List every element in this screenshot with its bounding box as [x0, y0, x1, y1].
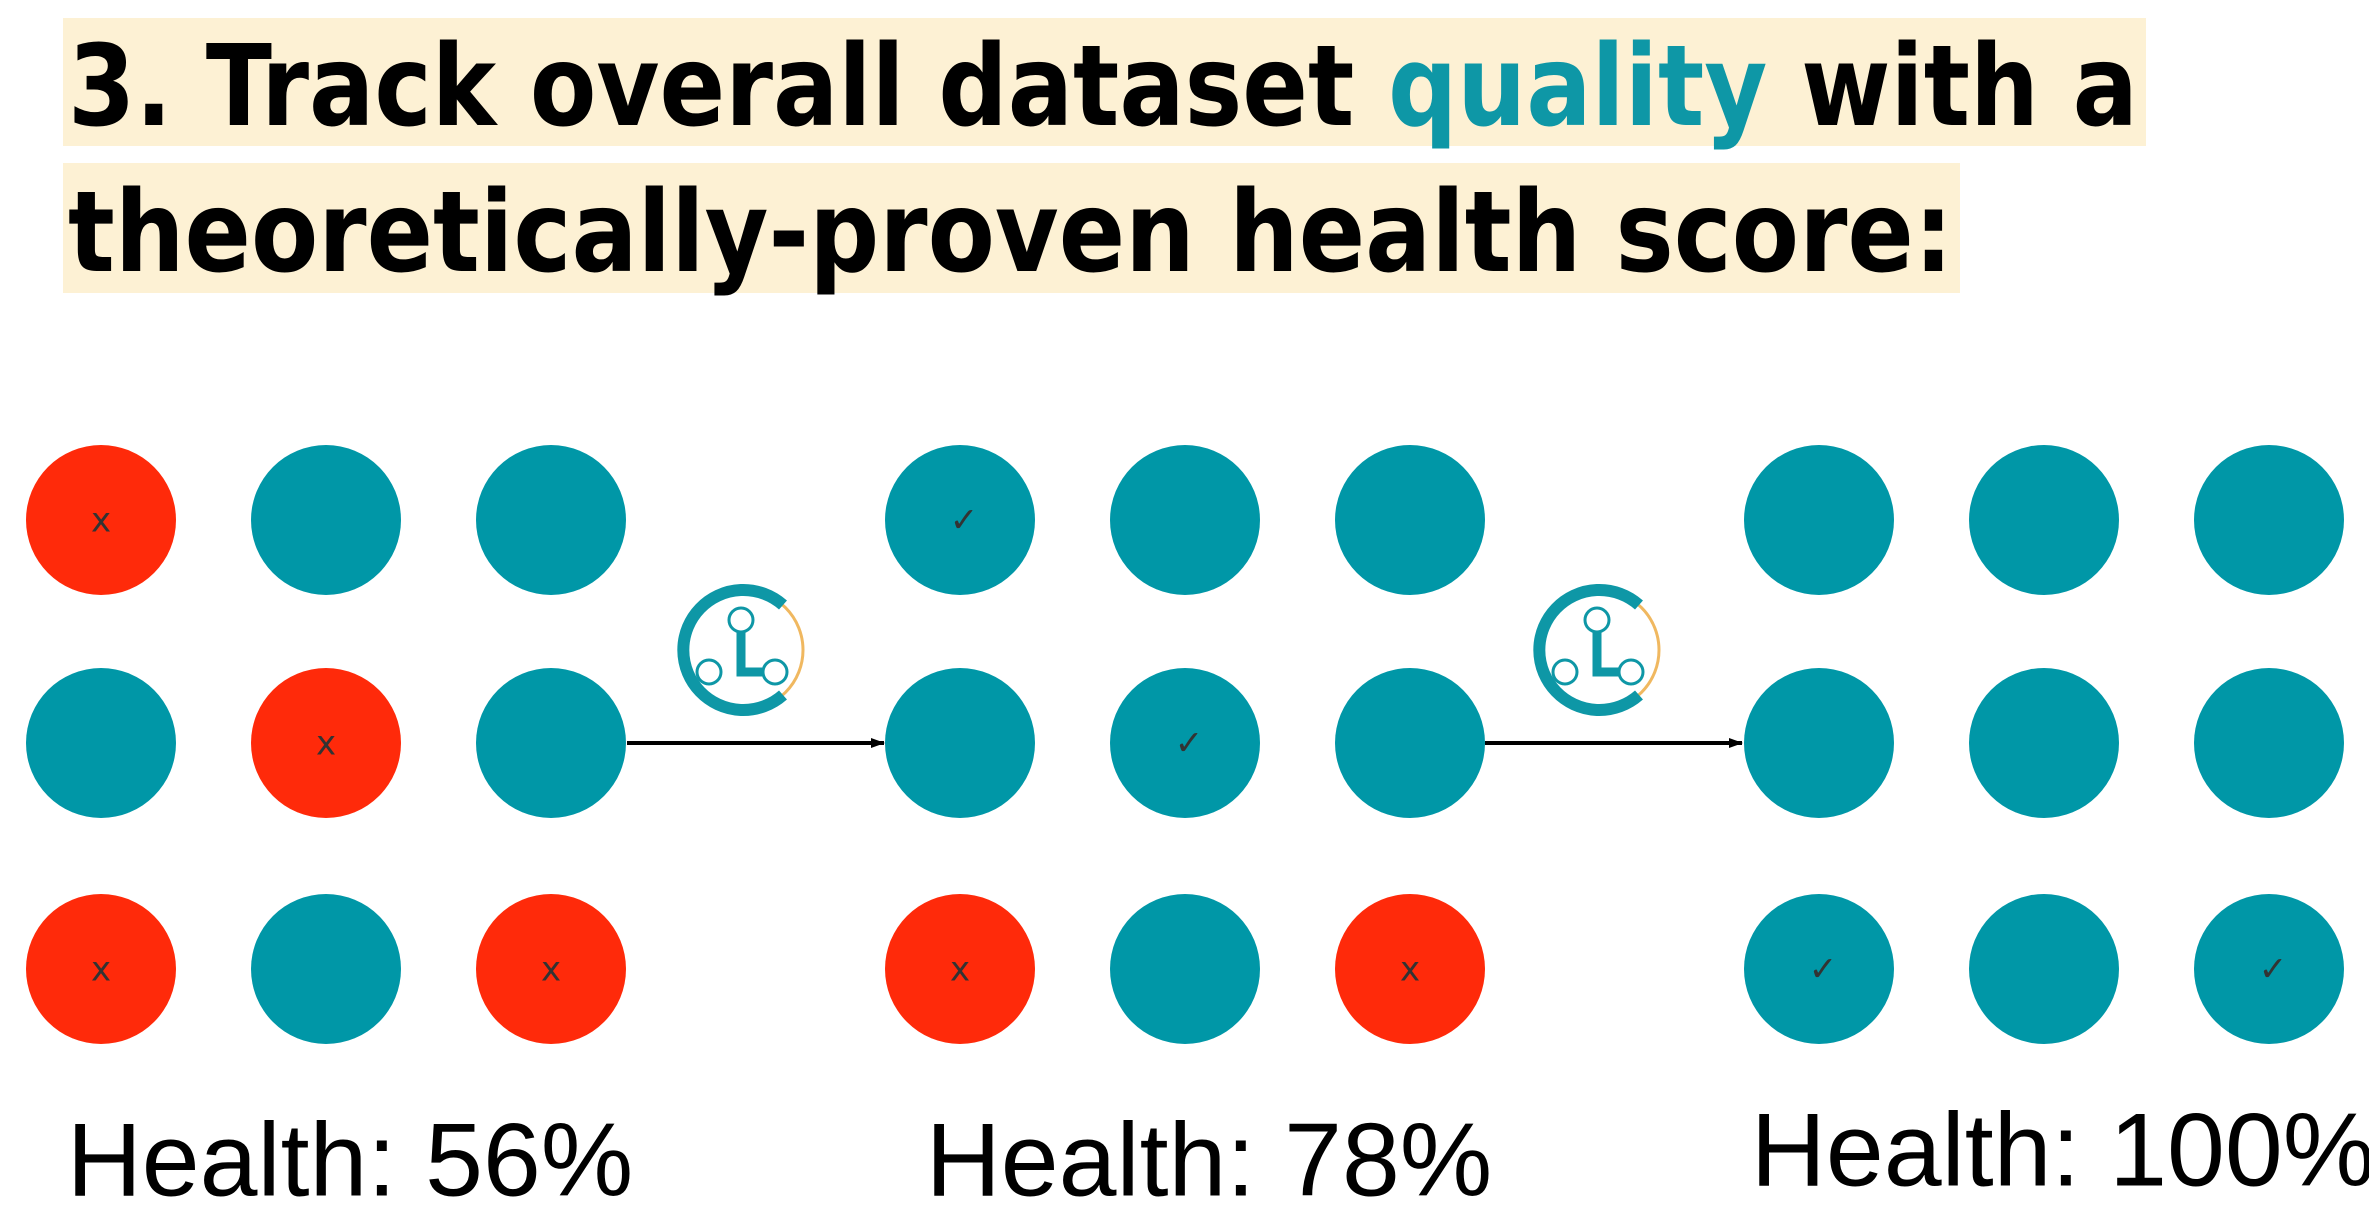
data-point	[251, 668, 401, 818]
data-point	[476, 445, 626, 595]
data-point	[26, 445, 176, 595]
data-point	[2194, 894, 2344, 1044]
point-mark: x	[541, 950, 561, 990]
data-point	[885, 894, 1035, 1044]
logo	[683, 590, 803, 710]
data-point	[1110, 668, 1260, 818]
data-point	[251, 894, 401, 1044]
data-point	[1969, 445, 2119, 595]
data-point	[1335, 894, 1485, 1044]
point-mark: x	[91, 501, 111, 541]
data-point	[1744, 668, 1894, 818]
title-keyword: quality	[1388, 22, 1767, 152]
data-point	[26, 894, 176, 1044]
data-point	[476, 668, 626, 818]
title-text: 3. Track overall dataset	[68, 22, 1388, 152]
point-mark: x	[316, 724, 336, 764]
data-point	[2194, 445, 2344, 595]
data-point	[1335, 668, 1485, 818]
data-point	[1110, 894, 1260, 1044]
logo	[1539, 590, 1659, 710]
data-point	[26, 668, 176, 818]
data-point	[1744, 445, 1894, 595]
point-mark: ✓	[2259, 950, 2288, 990]
point-mark: x	[950, 950, 970, 990]
title-line-1: 3. Track overall dataset quality with a	[68, 22, 2138, 152]
data-point	[476, 894, 626, 1044]
point-mark: ✓	[1809, 950, 1838, 990]
data-point	[885, 445, 1035, 595]
health-label: Health: 78%	[926, 1102, 1493, 1218]
data-point	[1335, 445, 1485, 595]
point-mark: ✓	[1175, 724, 1204, 764]
health-label: Health: 56%	[67, 1102, 634, 1218]
point-mark: x	[91, 950, 111, 990]
health-label: Health: 100%	[1751, 1092, 2369, 1208]
data-point	[1744, 894, 1894, 1044]
title-line-2: theoretically-proven health score:	[68, 168, 1953, 298]
title-text: with a	[1767, 22, 2138, 152]
data-point	[1110, 445, 1260, 595]
title-highlight	[63, 163, 1960, 293]
data-point	[885, 668, 1035, 818]
data-point	[1969, 894, 2119, 1044]
point-mark: x	[1400, 950, 1420, 990]
title-highlight	[63, 18, 2146, 146]
data-point	[251, 445, 401, 595]
data-point	[2194, 668, 2344, 818]
data-point	[1969, 668, 2119, 818]
point-mark: ✓	[950, 501, 979, 541]
